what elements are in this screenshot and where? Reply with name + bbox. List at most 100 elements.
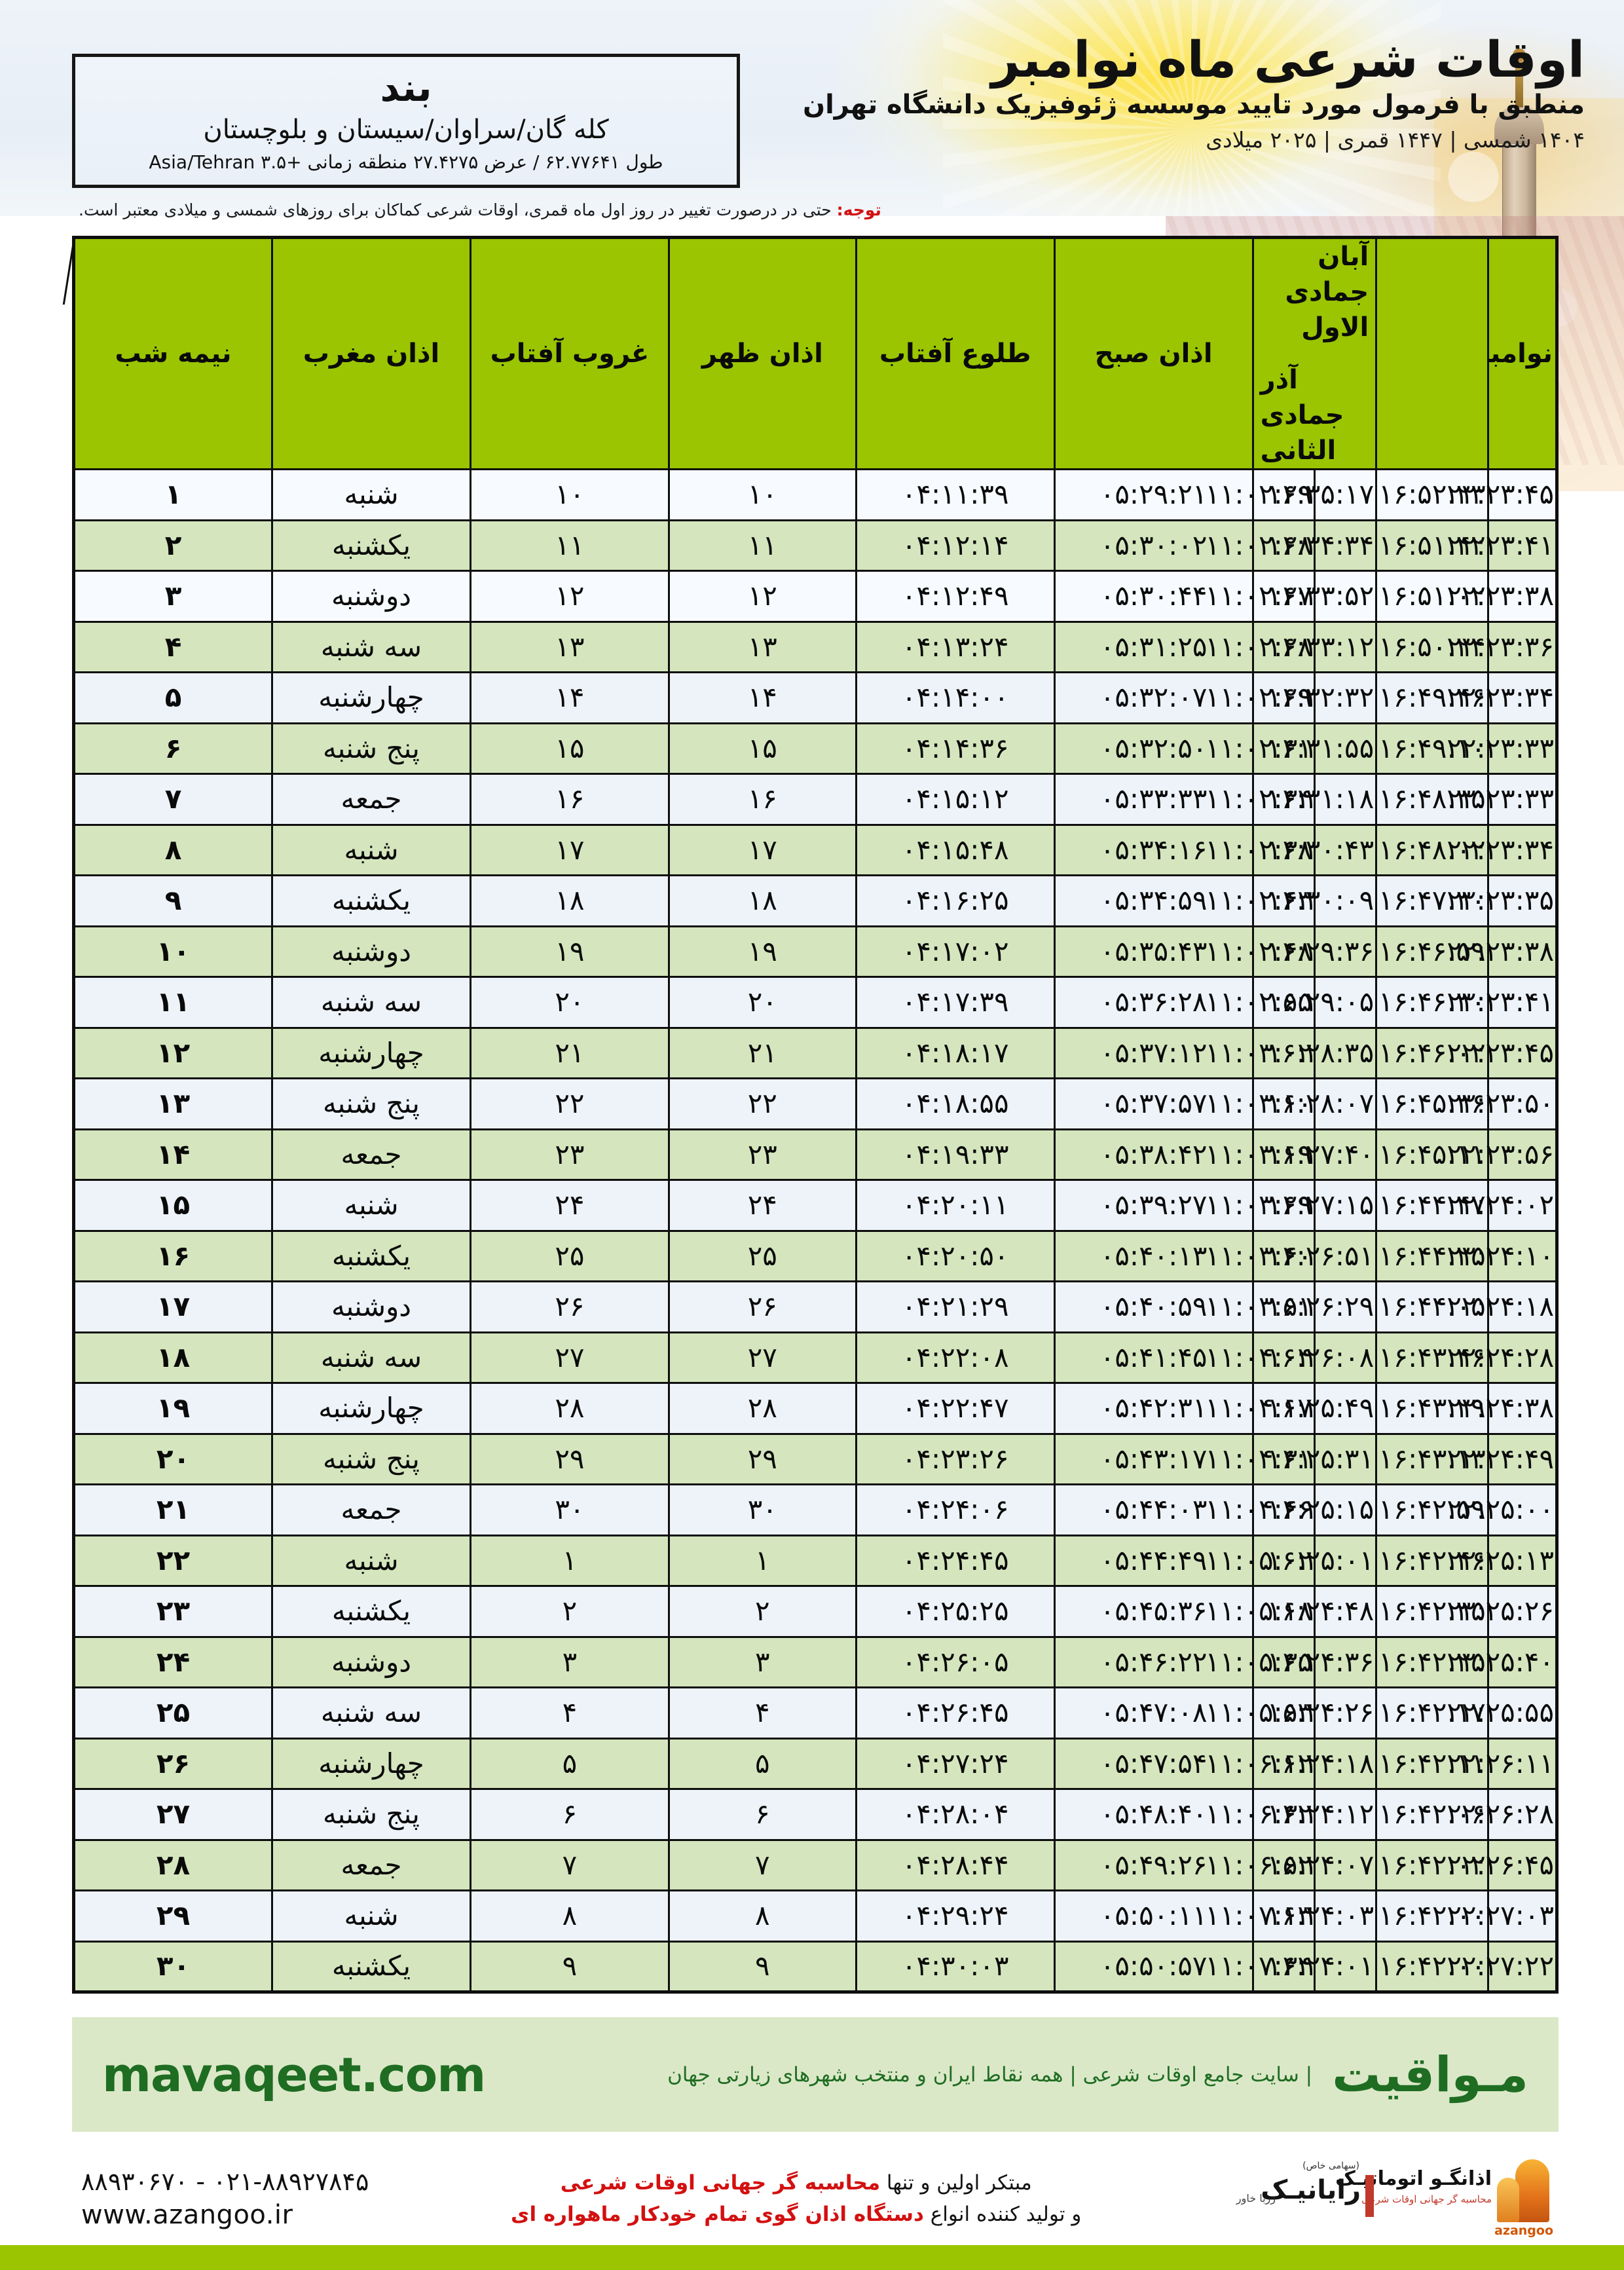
cell-dhuhr: ۱۱:۰۴:۰۴ xyxy=(1205,1331,1316,1384)
promo-website-link[interactable]: mavaqeet.com xyxy=(102,2047,486,2102)
cell-maghrib: ۱۶:۵۱:۰۲ xyxy=(1375,570,1489,623)
cell-dhuhr: ۱۱:۰۵:۳۵ xyxy=(1205,1635,1316,1688)
cell-midnight: ۲۲:۲۵:۱۳ xyxy=(1447,1534,1559,1587)
note-line: توجه: حتی در درصورت تغییر در روز اول ماه… xyxy=(0,200,1624,219)
cell-maghrib: ۱۶:۴۳:۲۹ xyxy=(1375,1382,1489,1435)
cell-h1: ۱۶ xyxy=(667,773,857,826)
cell-maghrib: ۱۶:۴۳:۱۳ xyxy=(1375,1432,1489,1485)
footer-phone[interactable]: ۰۲۱-۸۸۹۲۷۸۴۵ - ۸۸۹۳۰۶۷۰ xyxy=(81,2167,369,2196)
cell-sunrise: ۰۵:۳۹:۲۷ xyxy=(1053,1179,1254,1232)
cell-h2: ۲۶ xyxy=(469,1280,670,1333)
cell-sunset: ۱۶:۲۵:۴۹ xyxy=(1267,1382,1378,1435)
cell-midnight: ۲۲:۲۴:۴۹ xyxy=(1447,1432,1559,1485)
cell-midnight: ۲۲:۲۳:۴۵ xyxy=(1447,1026,1559,1079)
cell-day: ۹ xyxy=(72,874,274,927)
cell-h1: ۴ xyxy=(667,1686,857,1740)
cell-weekday: شنبه xyxy=(271,468,471,521)
footer-line2-prefix: و تولید کننده انواع xyxy=(923,2203,1082,2226)
promo-banner: مـواقیت | سایت جامع اوقات شرعی | همه نقا… xyxy=(72,2017,1559,2132)
cell-h2: ۲۳ xyxy=(469,1128,670,1181)
cell-midnight: ۲۲:۲۴:۱۰ xyxy=(1447,1229,1559,1282)
cell-fajr: ۰۴:۱۹:۳۳ xyxy=(855,1128,1056,1181)
cell-h2: ۱۴ xyxy=(469,671,670,724)
cell-day: ۲۵ xyxy=(72,1686,274,1740)
cell-midnight: ۲۲:۲۵:۰۰ xyxy=(1447,1483,1559,1536)
cell-sunrise: ۰۵:۳۰:۴۴ xyxy=(1053,570,1254,623)
footer-description: مبتکر اولین و تنها محاسبه گر جهانی اوقات… xyxy=(369,2167,1223,2230)
cell-weekday: جمعه xyxy=(271,773,471,826)
cell-dhuhr: ۱۱:۰۲:۴۳ xyxy=(1205,874,1316,927)
cell-dhuhr: ۱۱:۰۲:۵۵ xyxy=(1205,976,1316,1029)
cell-fajr: ۰۴:۱۷:۳۹ xyxy=(855,976,1056,1029)
table-row: ۲۲:۲۳:۴۱ ۱۶:۴۶:۳۰ ۱۶:۲۹:۰۵ ۱۱:۰۲:۵۵ ۰۵:۳۶:۲۸… xyxy=(72,976,1559,1029)
cell-sunset: ۱۶:۲۴:۱۸ xyxy=(1267,1737,1378,1790)
cell-day: ۲۴ xyxy=(72,1635,274,1688)
cell-maghrib: ۱۶:۴۵:۳۶ xyxy=(1375,1077,1489,1130)
cell-fajr: ۰۴:۱۴:۳۶ xyxy=(855,722,1056,775)
cell-dhuhr: ۱۱:۰۷:۱۳ xyxy=(1205,1889,1316,1943)
cell-weekday: چهارشنبه xyxy=(271,1382,471,1435)
footer-website[interactable]: www.azangoo.ir xyxy=(81,2200,293,2230)
cell-maghrib: ۱۶:۵۰:۲۴ xyxy=(1375,620,1489,673)
cell-dhuhr: ۱۱:۰۲:۲۸ xyxy=(1205,519,1316,572)
table-row: ۲۲:۲۳:۳۳ ۱۶:۴۸:۳۵ ۱۶:۳۱:۱۸ ۱۱:۰۲:۳۴ ۰۵:۳۳:۳۳… xyxy=(72,773,1559,826)
cell-fajr: ۰۴:۲۰:۱۱ xyxy=(855,1179,1056,1232)
cell-h1: ۲۱ xyxy=(667,1026,857,1079)
cell-day: ۲۶ xyxy=(72,1737,274,1790)
cell-sunset: ۱۶:۲۴:۲۶ xyxy=(1267,1686,1378,1740)
cell-h2: ۱۹ xyxy=(469,925,670,978)
azangoo-logo-fa: اذانگـو اتوماتیـک xyxy=(1335,2167,1492,2190)
cell-weekday: پنج شنبه xyxy=(271,1788,471,1841)
cell-day: ۱۳ xyxy=(72,1077,274,1130)
cell-weekday: چهارشنبه xyxy=(271,671,471,724)
cell-fajr: ۰۴:۲۶:۰۵ xyxy=(855,1635,1056,1688)
prayer-times-table-wrapper: نوامبر آبان جمادی الاول آذر جمادی الثانی… xyxy=(72,236,1559,1994)
note-text: حتی در درصورت تغییر در روز اول ماه قمری،… xyxy=(79,200,832,219)
cell-sunset: ۱۶:۳۳:۵۲ xyxy=(1267,570,1378,623)
table-row: ۲۲:۲۵:۵۵ ۱۶:۴۲:۱۷ ۱۶:۲۴:۲۶ ۱۱:۰۵:۵۳ ۰۵:۴۷:۰۸… xyxy=(72,1686,1559,1740)
cell-maghrib: ۱۶:۵۱:۴۲ xyxy=(1375,519,1489,572)
cell-sunrise: ۰۵:۲۹:۲۱ xyxy=(1053,468,1254,521)
cell-day: ۱۷ xyxy=(72,1280,274,1333)
cell-h2: ۱۱ xyxy=(469,519,670,572)
cell-fajr: ۰۴:۱۴:۰۰ xyxy=(855,671,1056,724)
cell-midnight: ۲۲:۲۳:۳۵ xyxy=(1447,874,1559,927)
cell-h1: ۶ xyxy=(667,1788,857,1841)
cell-weekday: دوشنبه xyxy=(271,570,471,623)
cell-sunset: ۱۶:۳۵:۱۷ xyxy=(1267,468,1378,521)
cell-day: ۲۲ xyxy=(72,1534,274,1587)
cell-h1: ۱۹ xyxy=(667,925,857,978)
cell-maghrib: ۱۶:۴۲:۳۵ xyxy=(1375,1585,1489,1638)
table-row: ۲۲:۲۴:۴۹ ۱۶:۴۳:۱۳ ۱۶:۲۵:۳۱ ۱۱:۰۴:۳۱ ۰۵:۴۳:۱۷… xyxy=(72,1432,1559,1485)
cell-weekday: سه شنبه xyxy=(271,620,471,673)
prayer-times-table: نوامبر آبان جمادی الاول آذر جمادی الثانی… xyxy=(72,236,1559,1994)
cell-dhuhr: ۱۱:۰۳:۱۰ xyxy=(1205,1077,1316,1130)
col-header-hijri-top: آبان جمادی الاول xyxy=(1285,242,1369,343)
cell-sunrise: ۰۵:۳۴:۱۶ xyxy=(1053,823,1254,876)
cell-weekday: یکشنبه xyxy=(271,874,471,927)
col-header-fajr: اذان صبح xyxy=(1053,236,1254,470)
cell-weekday: پنج شنبه xyxy=(271,1432,471,1485)
cell-maghrib: ۱۶:۴۸:۰۲ xyxy=(1375,823,1489,876)
cell-h1: ۲ xyxy=(667,1585,857,1638)
cell-sunrise: ۰۵:۳۶:۲۸ xyxy=(1053,976,1254,1029)
cell-weekday: شنبه xyxy=(271,823,471,876)
cell-maghrib: ۱۶:۴۴:۰۵ xyxy=(1375,1280,1489,1333)
cell-h1: ۱۸ xyxy=(667,874,857,927)
cell-weekday: پنج شنبه xyxy=(271,722,471,775)
cell-midnight: ۲۲:۲۷:۰۳ xyxy=(1447,1889,1559,1943)
cell-h2: ۱۳ xyxy=(469,620,670,673)
cell-sunset: ۱۶:۳۰:۴۳ xyxy=(1267,823,1378,876)
cell-sunrise: ۰۵:۳۱:۲۵ xyxy=(1053,620,1254,673)
cell-sunset: ۱۶:۲۴:۴۸ xyxy=(1267,1585,1378,1638)
cell-h1: ۲۶ xyxy=(667,1280,857,1333)
cell-sunrise: ۰۵:۴۶:۲۲ xyxy=(1053,1635,1254,1688)
cell-h1: ۷ xyxy=(667,1838,857,1891)
cell-sunset: ۱۶:۲۹:۳۶ xyxy=(1267,925,1378,978)
footer-description-line-2: و تولید کننده انواع دستگاه اذان گوی تمام… xyxy=(382,2199,1210,2230)
cell-weekday: یکشنبه xyxy=(271,1229,471,1282)
cell-weekday: جمعه xyxy=(271,1483,471,1536)
city-coordinates: طول ۶۲.۷۷۶۴۱ / عرض ۲۷.۴۲۷۵ منطقه زمانی +… xyxy=(149,151,663,173)
cell-h2: ۲ xyxy=(469,1585,670,1638)
cell-sunset: ۱۶:۲۸:۳۵ xyxy=(1267,1026,1378,1079)
